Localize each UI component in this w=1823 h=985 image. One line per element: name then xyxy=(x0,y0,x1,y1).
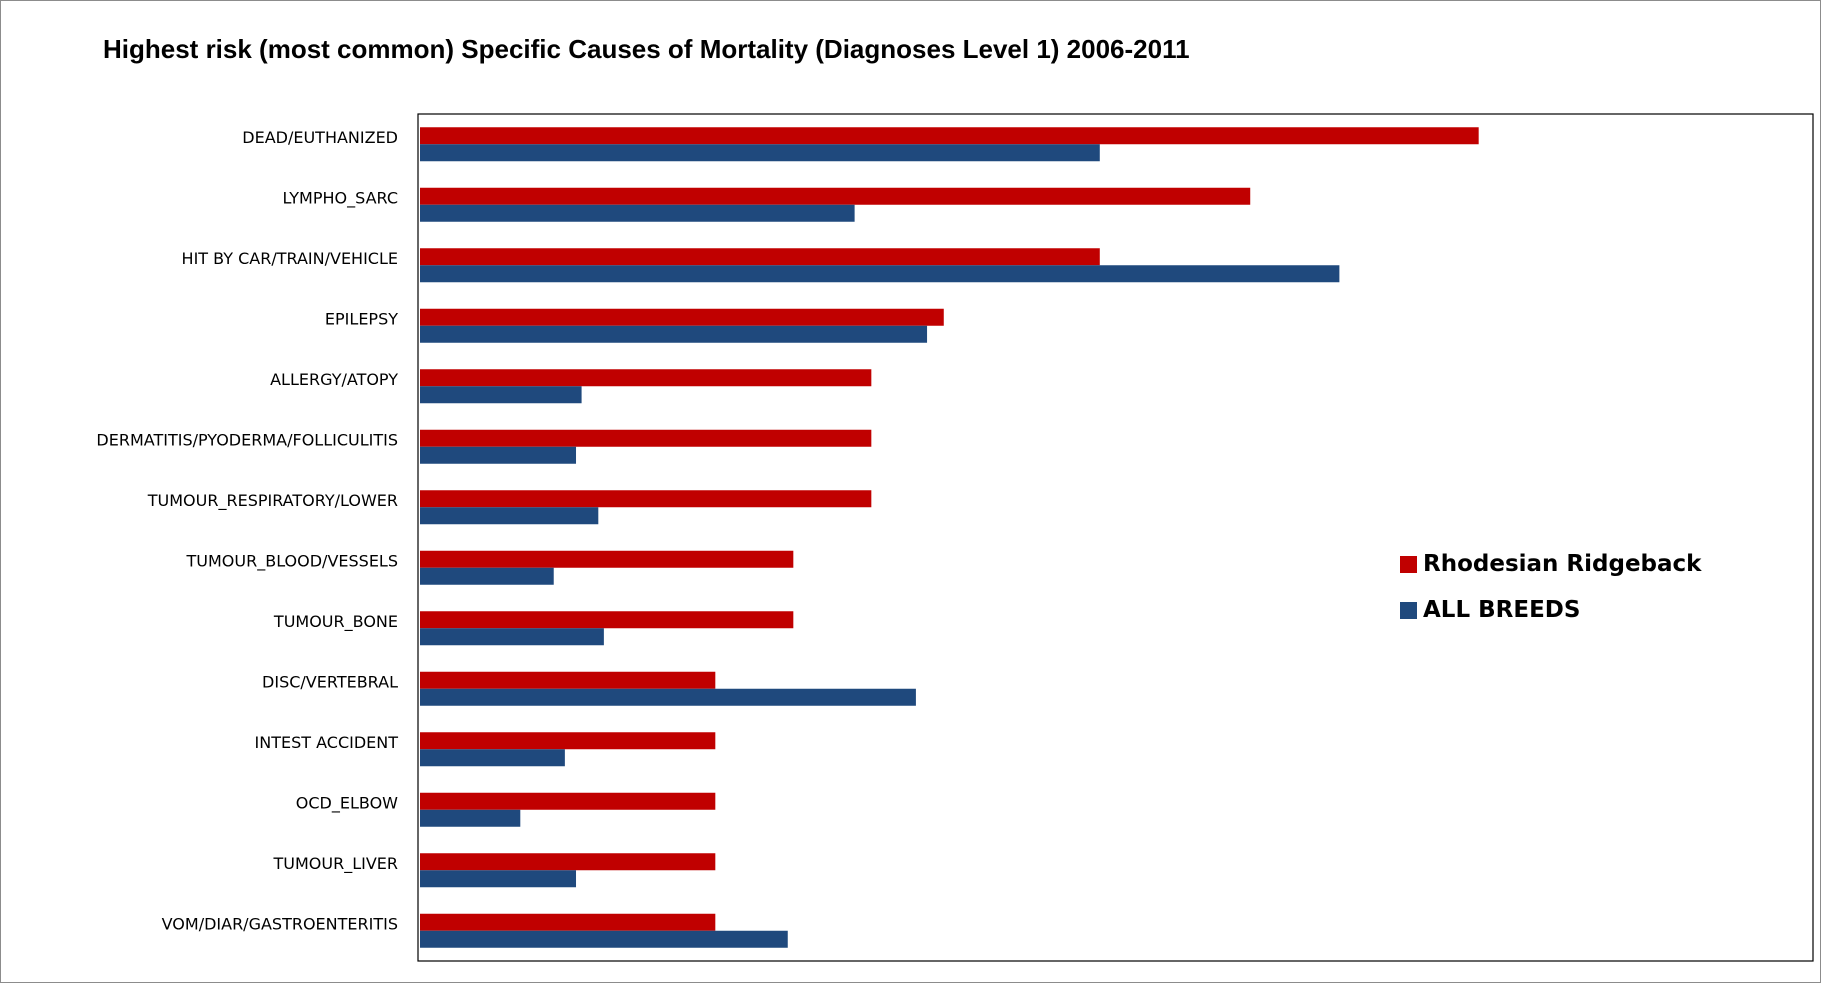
category-label-tumour-respiratory-lower: TUMOUR_RESPIRATORY/LOWER xyxy=(147,491,398,511)
bar-rhodesian-ridgeback-ocd-elbow xyxy=(420,792,716,810)
legend-label-rhodesian-ridgeback: Rhodesian Ridgeback xyxy=(1423,551,1702,577)
bar-all-breeds-tumour-respiratory-lower xyxy=(420,507,599,525)
category-labels: DEAD/EUTHANIZED LYMPHO_SARC HIT BY CAR/TRA… xyxy=(96,128,398,934)
bar-rhodesian-ridgeback-dermatitis-pyoderma-folliculitis xyxy=(420,429,872,447)
bar-all-breeds-tumour-blood-vessels xyxy=(420,567,554,585)
bar-rhodesian-ridgeback-dead-euthanized xyxy=(420,127,1479,145)
category-label-intest-accident: INTEST ACCIDENT xyxy=(255,733,399,752)
bar-rhodesian-ridgeback-lympho-sarc xyxy=(420,187,1251,205)
category-label-epilepsy: EPILEPSY xyxy=(325,309,398,328)
legend-label-all-breeds: ALL BREEDS xyxy=(1423,597,1581,623)
bar-rhodesian-ridgeback-tumour-liver xyxy=(420,853,716,871)
category-label-tumour-liver: TUMOUR_LIVER xyxy=(272,854,398,874)
bar-rhodesian-ridgeback-vom-diar-gastroenteritis xyxy=(420,913,716,931)
bar-rhodesian-ridgeback-epilepsy xyxy=(420,308,944,326)
bar-all-breeds-epilepsy xyxy=(420,325,928,343)
category-label-ocd-elbow: OCD_ELBOW xyxy=(296,793,398,813)
category-label-dermatitis-pyoderma-folliculitis: DERMATITIS/PYODERMA/FOLLICULITIS xyxy=(96,430,398,449)
bar-rhodesian-ridgeback-allergy-atopy xyxy=(420,369,872,387)
bar-all-breeds-hit-by-car-train-vehicle xyxy=(420,265,1340,283)
bar-rhodesian-ridgeback-tumour-respiratory-lower xyxy=(420,490,872,508)
legend-item-rhodesian-ridgeback: Rhodesian Ridgeback xyxy=(1400,541,1701,587)
category-label-allergy-atopy: ALLERGY/ATOPY xyxy=(270,370,398,389)
bar-rhodesian-ridgeback-tumour-bone xyxy=(420,611,794,629)
bar-all-breeds-lympho-sarc xyxy=(420,204,855,222)
bar-all-breeds-allergy-atopy xyxy=(420,386,582,404)
category-label-tumour-bone: TUMOUR_BONE xyxy=(273,612,398,632)
legend-item-all-breeds: ALL BREEDS xyxy=(1400,587,1701,633)
legend-swatch-rhodesian-ridgeback xyxy=(1400,555,1417,573)
category-label-vom-diar-gastroenteritis: VOM/DIAR/GASTROENTERITIS xyxy=(162,914,398,933)
category-label-hit-by-car-train-vehicle: HIT BY CAR/TRAIN/VEHICLE xyxy=(182,249,398,268)
bar-all-breeds-ocd-elbow xyxy=(420,809,521,827)
legend-swatch-all-breeds xyxy=(1400,601,1417,619)
bar-all-breeds-vom-diar-gastroenteritis xyxy=(420,930,788,948)
bar-all-breeds-intest-accident xyxy=(420,749,565,767)
bar-rhodesian-ridgeback-intest-accident xyxy=(420,732,716,750)
category-label-disc-vertebral: DISC/VERTEBRAL xyxy=(262,672,398,691)
bar-rhodesian-ridgeback-disc-vertebral xyxy=(420,671,716,689)
bar-rhodesian-ridgeback-hit-by-car-train-vehicle xyxy=(420,248,1100,266)
category-label-tumour-blood-vessels: TUMOUR_BLOOD/VESSELS xyxy=(186,551,398,571)
bar-rhodesian-ridgeback-tumour-blood-vessels xyxy=(420,550,794,568)
bar-all-breeds-disc-vertebral xyxy=(420,688,916,706)
bar-all-breeds-dead-euthanized xyxy=(420,144,1100,162)
bars-layer xyxy=(420,127,1479,948)
bar-all-breeds-dermatitis-pyoderma-folliculitis xyxy=(420,446,577,464)
plot-area xyxy=(417,113,1814,962)
bar-all-breeds-tumour-liver xyxy=(420,870,577,888)
bar-all-breeds-tumour-bone xyxy=(420,628,604,646)
chart-title: Highest risk (most common) Specific Caus… xyxy=(103,34,1190,64)
legend: Rhodesian Ridgeback ALL BREEDS xyxy=(1400,541,1701,633)
category-label-lympho-sarc: LYMPHO_SARC xyxy=(282,188,398,208)
category-label-dead-euthanized: DEAD/EUTHANIZED xyxy=(242,128,398,147)
